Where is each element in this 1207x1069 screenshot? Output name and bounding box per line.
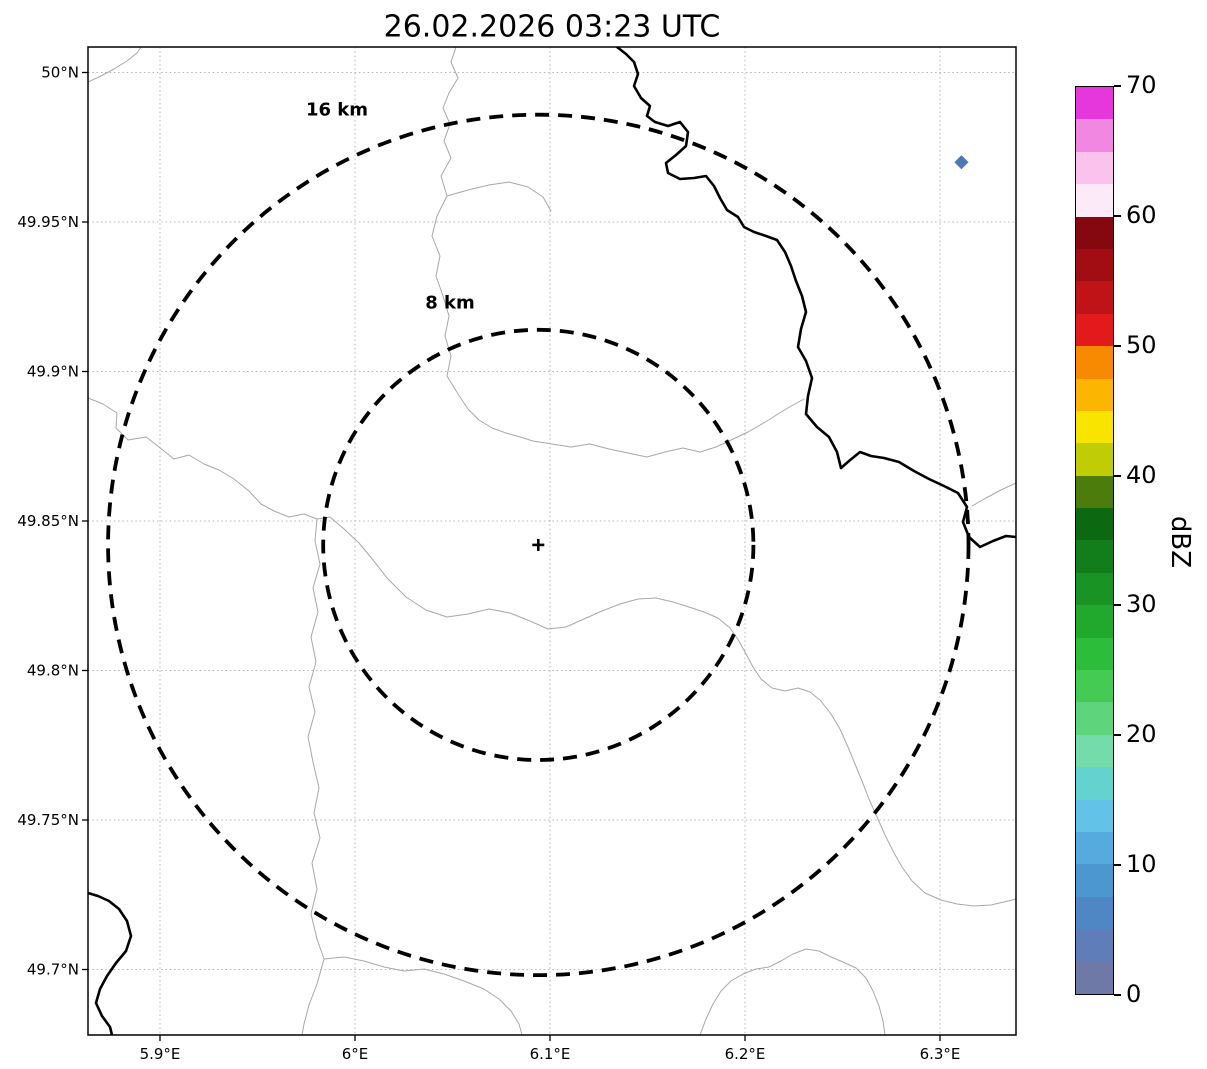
colorbar-segment [1076,670,1113,703]
colorbar-segment [1076,119,1113,152]
colorbar-segment [1076,540,1113,573]
colorbar-segment [1076,216,1113,249]
colorbar-segment [1076,702,1113,735]
y-tick-label: 49.8°N [27,662,79,680]
x-tick-label: 6.1°E [530,1045,571,1063]
colorbar-tick-label: 40 [1126,460,1157,489]
colorbar-segment [1076,831,1113,865]
range-ring-label-8km: 8 km [425,292,475,314]
range-ring-label-16km: 16 km [305,99,369,121]
boundary-line [88,397,821,701]
river-border-line [615,47,1016,549]
map-borders [88,47,1016,1035]
boundary-line [971,482,1016,507]
boundary-line [819,699,1016,907]
x-tick-label: 5.9°E [140,1045,181,1063]
colorbar-segment [1076,346,1113,379]
boundary-line [446,181,552,212]
y-tick-label: 49.95°N [17,213,79,231]
x-tick-label: 6.3°E [920,1045,961,1063]
x-tick-label: 6.2°E [725,1045,766,1063]
colorbar-segment [1076,378,1113,411]
colorbar-segment [1076,475,1113,509]
colorbar-segment [1076,864,1113,897]
colorbar-segment [1076,508,1113,541]
colorbar-segment [1076,313,1113,347]
colorbar-tick [1114,734,1121,737]
colorbar-segment [1076,896,1113,930]
boundary-line [532,440,730,458]
y-tick-label: 49.9°N [27,363,79,381]
radar-echo [954,155,969,170]
y-tick-label: 49.85°N [17,512,79,530]
colorbar-segment [1076,605,1113,638]
colorbar-tick-label: 30 [1126,590,1157,619]
colorbar-tick [1114,474,1121,477]
boundary-line [728,398,805,442]
colorbar-tick-label: 10 [1126,850,1157,879]
plot-frame [87,46,1017,1036]
colorbar-segment [1076,961,1113,994]
colorbar-tick [1114,604,1121,607]
boundary-line [699,948,886,1035]
plot-title: 26.02.2026 03:23 UTC [383,9,721,45]
colorbar-segment [1076,799,1113,832]
colorbar-segment [1076,281,1113,314]
colorbar [1075,86,1114,995]
colorbar-segment [1076,767,1113,800]
boundary-line [301,518,325,1035]
colorbar-segment [1076,87,1113,120]
colorbar-segment [1076,734,1113,768]
colorbar-segment [1076,151,1113,185]
colorbar-tick [1114,344,1121,347]
y-tick-label: 50°N [41,64,79,82]
range-ring-16km [106,112,971,978]
colorbar-segment [1076,443,1113,476]
colorbar-tick-label: 70 [1126,70,1157,99]
y-tick-label: 49.7°N [27,961,79,979]
colorbar-tick-label: 50 [1126,330,1157,359]
boundary-line [323,956,523,1035]
colorbar-tick-label: 20 [1126,720,1157,749]
colorbar-tick-label: 60 [1126,200,1157,229]
colorbar-tick [1114,994,1121,996]
colorbar-segment [1076,248,1113,282]
colorbar-tick [1114,864,1121,867]
colorbar-tick [1114,214,1121,217]
boundary-line [431,47,534,442]
colorbar-segment [1076,572,1113,606]
colorbar-tick-label: 0 [1126,979,1142,1008]
y-tick-label: 49.75°N [17,811,79,829]
colorbar-segment [1076,184,1113,217]
colorbar-tick [1114,85,1121,87]
colorbar-segment [1076,929,1113,962]
colorbar-segment [1076,410,1113,444]
range-ring-8km [321,327,756,762]
colorbar-segment [1076,637,1113,671]
x-tick-label: 6°E [342,1045,369,1063]
boundary-line [88,47,142,83]
river-border-line [88,891,133,1035]
colorbar-axis-label: dBZ [1165,515,1195,569]
